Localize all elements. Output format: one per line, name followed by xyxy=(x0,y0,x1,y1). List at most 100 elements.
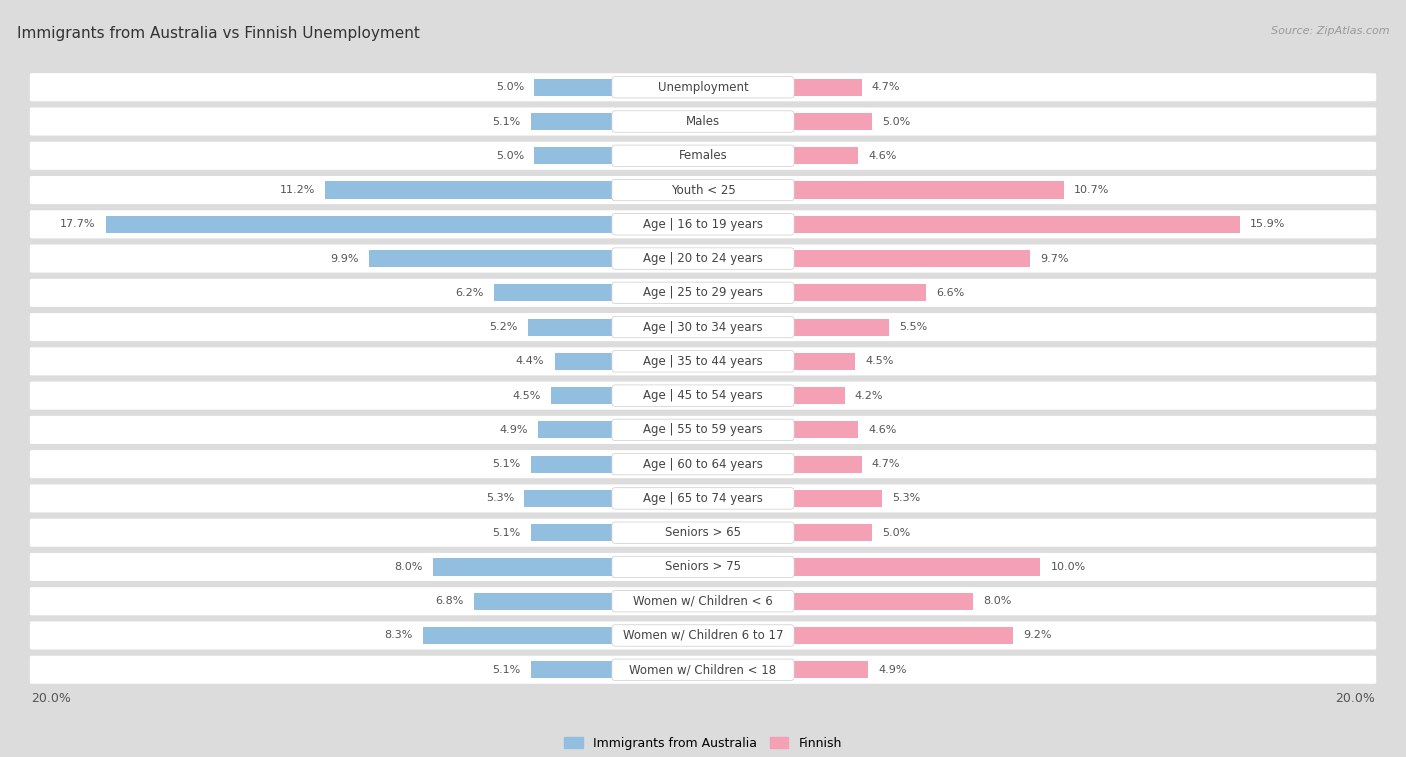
FancyBboxPatch shape xyxy=(30,279,1376,307)
Text: 17.7%: 17.7% xyxy=(60,220,96,229)
FancyBboxPatch shape xyxy=(30,142,1376,170)
Bar xyxy=(703,79,862,96)
Text: 9.7%: 9.7% xyxy=(1040,254,1069,263)
Text: 20.0%: 20.0% xyxy=(1334,693,1375,706)
Text: 5.1%: 5.1% xyxy=(492,665,520,674)
Bar xyxy=(703,113,872,130)
Bar xyxy=(703,216,1240,233)
Bar xyxy=(703,250,1031,267)
Text: 5.2%: 5.2% xyxy=(489,322,517,332)
Text: 9.2%: 9.2% xyxy=(1024,631,1052,640)
Text: 4.2%: 4.2% xyxy=(855,391,883,400)
Text: Age | 20 to 24 years: Age | 20 to 24 years xyxy=(643,252,763,265)
FancyBboxPatch shape xyxy=(612,316,794,338)
Text: 10.0%: 10.0% xyxy=(1050,562,1085,572)
FancyBboxPatch shape xyxy=(30,519,1376,547)
Text: 5.0%: 5.0% xyxy=(496,83,524,92)
Bar xyxy=(703,559,1040,575)
Text: 5.3%: 5.3% xyxy=(486,494,515,503)
Text: 6.8%: 6.8% xyxy=(434,597,464,606)
FancyBboxPatch shape xyxy=(30,450,1376,478)
Text: Age | 16 to 19 years: Age | 16 to 19 years xyxy=(643,218,763,231)
FancyBboxPatch shape xyxy=(612,179,794,201)
Text: 8.0%: 8.0% xyxy=(983,597,1011,606)
Bar xyxy=(703,285,925,301)
Text: 4.9%: 4.9% xyxy=(499,425,527,435)
Text: 4.5%: 4.5% xyxy=(513,391,541,400)
Text: Youth < 25: Youth < 25 xyxy=(671,183,735,197)
Text: 5.1%: 5.1% xyxy=(492,459,520,469)
FancyBboxPatch shape xyxy=(612,111,794,132)
Bar xyxy=(703,524,872,541)
FancyBboxPatch shape xyxy=(612,76,794,98)
Bar xyxy=(703,182,1064,198)
Text: Age | 60 to 64 years: Age | 60 to 64 years xyxy=(643,458,763,471)
Bar xyxy=(703,422,858,438)
Text: Age | 55 to 59 years: Age | 55 to 59 years xyxy=(643,423,763,436)
Bar xyxy=(703,319,889,335)
FancyBboxPatch shape xyxy=(30,382,1376,410)
Text: 10.7%: 10.7% xyxy=(1074,185,1109,195)
FancyBboxPatch shape xyxy=(30,107,1376,136)
Bar xyxy=(423,627,703,644)
Text: 5.0%: 5.0% xyxy=(882,117,910,126)
Text: Age | 25 to 29 years: Age | 25 to 29 years xyxy=(643,286,763,299)
FancyBboxPatch shape xyxy=(612,350,794,372)
Text: Females: Females xyxy=(679,149,727,162)
FancyBboxPatch shape xyxy=(30,313,1376,341)
Text: 5.1%: 5.1% xyxy=(492,528,520,537)
Text: 6.2%: 6.2% xyxy=(456,288,484,298)
Bar xyxy=(537,422,703,438)
Text: 5.5%: 5.5% xyxy=(898,322,927,332)
FancyBboxPatch shape xyxy=(30,176,1376,204)
Text: 4.9%: 4.9% xyxy=(879,665,907,674)
Text: 9.9%: 9.9% xyxy=(330,254,359,263)
FancyBboxPatch shape xyxy=(612,419,794,441)
Bar xyxy=(474,593,703,610)
Bar xyxy=(531,456,703,472)
Text: Unemployment: Unemployment xyxy=(658,81,748,94)
Bar xyxy=(531,113,703,130)
FancyBboxPatch shape xyxy=(612,522,794,544)
FancyBboxPatch shape xyxy=(30,210,1376,238)
FancyBboxPatch shape xyxy=(612,488,794,509)
Text: Age | 35 to 44 years: Age | 35 to 44 years xyxy=(643,355,763,368)
Text: Women w/ Children 6 to 17: Women w/ Children 6 to 17 xyxy=(623,629,783,642)
Bar xyxy=(554,353,703,370)
FancyBboxPatch shape xyxy=(30,347,1376,375)
Bar xyxy=(703,661,869,678)
Bar xyxy=(703,353,855,370)
FancyBboxPatch shape xyxy=(30,587,1376,615)
Text: Seniors > 75: Seniors > 75 xyxy=(665,560,741,574)
Text: Age | 45 to 54 years: Age | 45 to 54 years xyxy=(643,389,763,402)
Bar xyxy=(703,147,858,164)
Text: 6.6%: 6.6% xyxy=(936,288,965,298)
Text: 15.9%: 15.9% xyxy=(1250,220,1285,229)
Text: 5.3%: 5.3% xyxy=(891,494,920,503)
FancyBboxPatch shape xyxy=(612,213,794,235)
FancyBboxPatch shape xyxy=(612,556,794,578)
FancyBboxPatch shape xyxy=(612,282,794,304)
Text: 4.7%: 4.7% xyxy=(872,83,900,92)
FancyBboxPatch shape xyxy=(30,416,1376,444)
FancyBboxPatch shape xyxy=(30,621,1376,650)
Bar xyxy=(494,285,703,301)
Text: 5.1%: 5.1% xyxy=(492,117,520,126)
FancyBboxPatch shape xyxy=(612,453,794,475)
Text: 5.0%: 5.0% xyxy=(496,151,524,160)
FancyBboxPatch shape xyxy=(612,590,794,612)
Bar xyxy=(325,182,703,198)
Text: Age | 65 to 74 years: Age | 65 to 74 years xyxy=(643,492,763,505)
Text: 8.3%: 8.3% xyxy=(384,631,413,640)
Bar xyxy=(534,147,703,164)
Text: Source: ZipAtlas.com: Source: ZipAtlas.com xyxy=(1271,26,1389,36)
FancyBboxPatch shape xyxy=(30,553,1376,581)
FancyBboxPatch shape xyxy=(612,145,794,167)
Bar xyxy=(703,456,862,472)
Bar xyxy=(527,319,703,335)
FancyBboxPatch shape xyxy=(30,245,1376,273)
FancyBboxPatch shape xyxy=(612,248,794,269)
Text: 8.0%: 8.0% xyxy=(395,562,423,572)
Text: Males: Males xyxy=(686,115,720,128)
Text: Women w/ Children < 6: Women w/ Children < 6 xyxy=(633,595,773,608)
